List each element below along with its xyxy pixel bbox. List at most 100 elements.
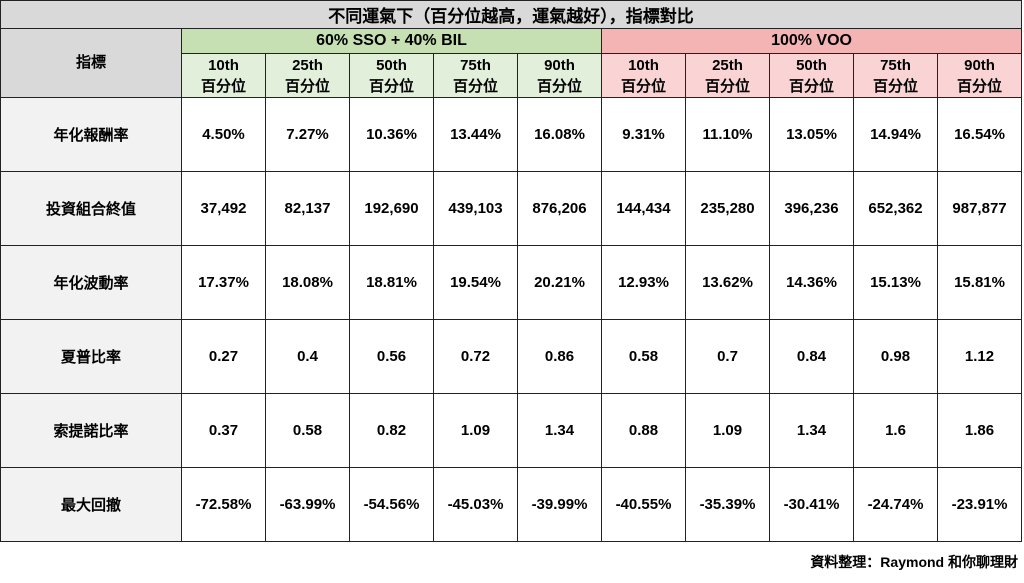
cell: 144,434 bbox=[601, 171, 686, 246]
cell: 1.34 bbox=[517, 393, 602, 468]
data-row: 投資組合終值 37,492 82,137 192,690 439,103 876,206 1… bbox=[0, 171, 1023, 246]
column-header: 10th 百分位 bbox=[601, 53, 686, 98]
cell: 11.10% bbox=[685, 97, 770, 172]
footer: 資料整理：Raymond 和你聊理財 bbox=[810, 554, 1018, 570]
column-header: 75th 百分位 bbox=[433, 53, 518, 98]
cell: 37,492 bbox=[181, 171, 266, 246]
percentile: 10th bbox=[208, 56, 239, 74]
cell: 4.50% bbox=[181, 97, 266, 172]
cell: 0.72 bbox=[433, 319, 518, 394]
percentile-unit: 百分位 bbox=[200, 77, 246, 95]
cell: -54.56% bbox=[349, 467, 434, 542]
cell: 0.27 bbox=[181, 319, 266, 394]
percentile: 25th bbox=[712, 56, 743, 74]
cell: -23.91% bbox=[936, 467, 1023, 542]
cell: 0.58 bbox=[265, 393, 350, 468]
cell: 0.58 bbox=[601, 319, 686, 394]
cell: -63.99% bbox=[265, 467, 350, 542]
percentile-unit: 百分位 bbox=[788, 77, 834, 95]
percentile: 75th bbox=[460, 56, 491, 74]
cell: 18.08% bbox=[265, 245, 350, 320]
cell: 20.21% bbox=[517, 245, 602, 320]
percentile: 50th bbox=[376, 56, 407, 74]
data-row: 年化波動率 17.37% 18.08% 18.81% 19.54% 20.21% 12.93… bbox=[0, 245, 1023, 320]
cell: 12.93% bbox=[601, 245, 686, 320]
cell: 1.86 bbox=[936, 393, 1023, 468]
cell: 1.34 bbox=[769, 393, 854, 468]
column-header: 90th 百分位 bbox=[517, 53, 602, 98]
cell: 16.54% bbox=[936, 97, 1023, 172]
cell: 396,236 bbox=[769, 171, 854, 246]
group-row: 指標 60% SSO + 40% BIL 100% VOO bbox=[0, 28, 1023, 98]
row-label: 年化報酬率 bbox=[0, 97, 182, 172]
cell: 439,103 bbox=[433, 171, 518, 246]
cell: -24.74% bbox=[853, 467, 938, 542]
row-label: 夏普比率 bbox=[0, 319, 182, 394]
cell: -35.39% bbox=[685, 467, 770, 542]
percentile-unit: 百分位 bbox=[872, 77, 918, 95]
row-label: 索提諾比率 bbox=[0, 393, 182, 468]
cell: 13.62% bbox=[685, 245, 770, 320]
cell: -45.03% bbox=[433, 467, 518, 542]
cell: 0.84 bbox=[769, 319, 854, 394]
cell: 0.7 bbox=[685, 319, 770, 394]
data-row: 夏普比率 0.27 0.4 0.56 0.72 0.86 0.58 0.7 0.84 0.98 1.… bbox=[0, 319, 1023, 394]
cell: 14.36% bbox=[769, 245, 854, 320]
cell: -72.58% bbox=[181, 467, 266, 542]
percentile: 90th bbox=[544, 56, 575, 74]
subheader-row: 10th 百分位 25th 百分位 50th 百分位 75th 百分位 90th 百分位 10th 百… bbox=[1, 53, 1023, 98]
percentile-unit: 百分位 bbox=[620, 77, 666, 95]
table-title: 不同運氣下（百分位越高，運氣越好），指標對比 bbox=[0, 0, 1023, 29]
cell: 14.94% bbox=[853, 97, 938, 172]
cell: 1.12 bbox=[936, 319, 1023, 394]
percentile: 25th bbox=[292, 56, 323, 74]
column-header: 50th 百分位 bbox=[769, 53, 854, 98]
percentile-unit: 百分位 bbox=[704, 77, 750, 95]
cell: 876,206 bbox=[517, 171, 602, 246]
column-header: 50th 百分位 bbox=[349, 53, 434, 98]
data-row: 年化報酬率 4.50% 7.27% 10.36% 13.44% 16.08% 9.31% 11… bbox=[0, 97, 1023, 172]
cell: 18.81% bbox=[349, 245, 434, 320]
title-row: 不同運氣下（百分位越高，運氣越好），指標對比 bbox=[0, 0, 1023, 29]
percentile-unit: 百分位 bbox=[284, 77, 330, 95]
cell: 13.05% bbox=[769, 97, 854, 172]
cell: 0.98 bbox=[853, 319, 938, 394]
column-header: 90th 百分位 bbox=[936, 53, 1023, 98]
cell: 10.36% bbox=[349, 97, 434, 172]
percentile: 10th bbox=[628, 56, 659, 74]
cell: 13.44% bbox=[433, 97, 518, 172]
cell: 1.09 bbox=[433, 393, 518, 468]
column-header: 10th 百分位 bbox=[181, 53, 266, 98]
cell: 0.88 bbox=[601, 393, 686, 468]
group-header: 100% VOO bbox=[600, 28, 1023, 54]
column-header: 25th 百分位 bbox=[265, 53, 350, 98]
cell: -40.55% bbox=[601, 467, 686, 542]
cell: 0.4 bbox=[265, 319, 350, 394]
percentile-unit: 百分位 bbox=[536, 77, 582, 95]
cell: -39.99% bbox=[517, 467, 602, 542]
cell: 1.6 bbox=[853, 393, 938, 468]
cell: -30.41% bbox=[769, 467, 854, 542]
cell: 15.13% bbox=[853, 245, 938, 320]
percentile-unit: 百分位 bbox=[957, 77, 1003, 95]
cell: 235,280 bbox=[685, 171, 770, 246]
cell: 82,137 bbox=[265, 171, 350, 246]
percentile: 90th bbox=[964, 56, 995, 74]
cell: 15.81% bbox=[936, 245, 1023, 320]
group-header: 60% SSO + 40% BIL bbox=[181, 28, 602, 54]
cell: 192,690 bbox=[349, 171, 434, 246]
row-label: 年化波動率 bbox=[0, 245, 182, 320]
row-label: 投資組合終值 bbox=[0, 171, 182, 246]
cell: 0.56 bbox=[349, 319, 434, 394]
comparison-table: 不同運氣下（百分位越高，運氣越好），指標對比 指標 60% SSO + 40% BI… bbox=[0, 0, 1023, 542]
cell: 0.37 bbox=[181, 393, 266, 468]
cell: 7.27% bbox=[265, 97, 350, 172]
percentile-unit: 百分位 bbox=[368, 77, 414, 95]
data-row: 索提諾比率 0.37 0.58 0.82 1.09 1.34 0.88 1.09 1.34 1.6… bbox=[0, 393, 1023, 468]
cell: 652,362 bbox=[853, 171, 938, 246]
percentile: 75th bbox=[880, 56, 911, 74]
cell: 987,877 bbox=[936, 171, 1023, 246]
column-header: 75th 百分位 bbox=[853, 53, 938, 98]
cell: 17.37% bbox=[181, 245, 266, 320]
